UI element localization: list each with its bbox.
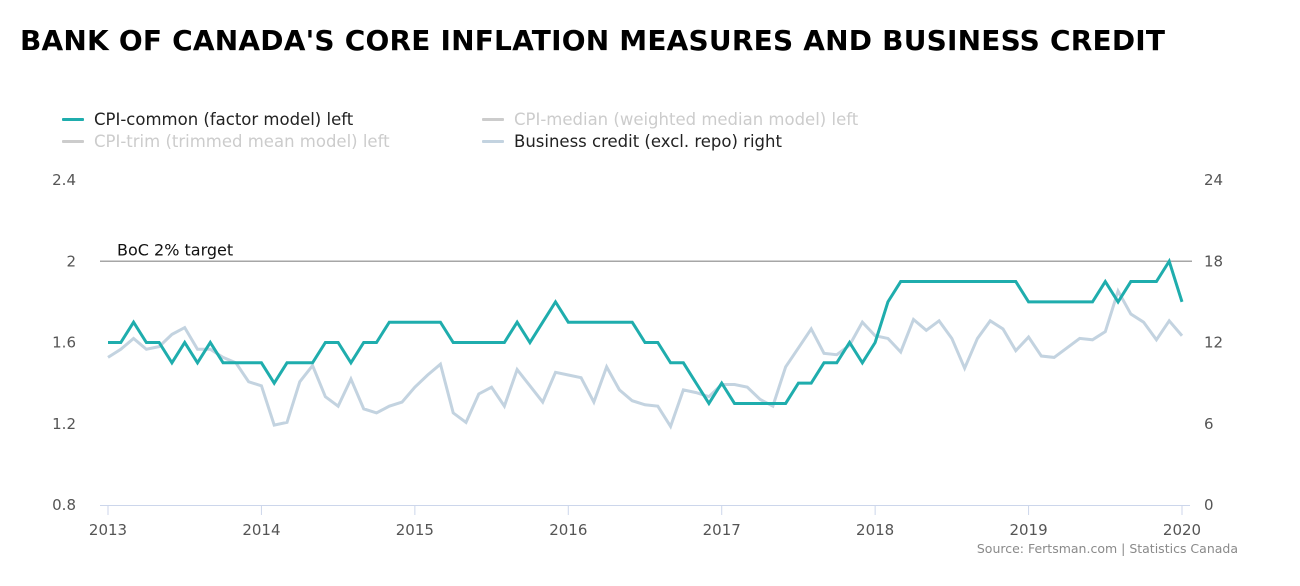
x-tick-label: 2018 [856, 521, 894, 539]
legend-item-cpi-common[interactable]: CPI-common (factor model) left [62, 110, 353, 129]
legend-item-cpi-median[interactable]: CPI-median (weighted median model) left [482, 110, 858, 129]
series-cpi-common[interactable] [108, 257, 1184, 407]
y-right-tick-label: 24 [1204, 171, 1223, 189]
x-tick-label: 2019 [1009, 521, 1047, 539]
series-business-credit[interactable] [107, 287, 1184, 430]
legend-label: CPI-trim (trimmed mean model) left [94, 132, 390, 151]
x-tick-label: 2014 [242, 521, 280, 539]
x-tick-label: 2016 [549, 521, 587, 539]
target-label: BoC 2% target [117, 240, 233, 259]
legend: CPI-common (factor model) left CPI-media… [62, 110, 962, 156]
y-right-tick-label: 0 [1204, 496, 1214, 514]
legend-item-cpi-trim[interactable]: CPI-trim (trimmed mean model) left [62, 132, 390, 151]
y-axis-left: 0.8 1.2 1.6 2 2.4 [52, 171, 76, 514]
x-tick-label: 2020 [1163, 521, 1201, 539]
legend-swatch-icon [62, 118, 84, 121]
y-right-tick-label: 18 [1204, 252, 1223, 270]
y-left-tick-label: 0.8 [52, 496, 76, 514]
legend-item-business-credit[interactable]: Business credit (excl. repo) right [482, 132, 782, 151]
y-axis-right: 0 6 12 18 24 [1204, 171, 1223, 514]
legend-label: Business credit (excl. repo) right [514, 132, 782, 151]
y-left-tick-label: 1.6 [52, 334, 76, 352]
y-left-tick-label: 2.4 [52, 171, 76, 189]
chart-title: BANK OF CANADA'S CORE INFLATION MEASURES… [20, 24, 1166, 57]
x-tick-label: 2017 [703, 521, 741, 539]
legend-label: CPI-common (factor model) left [94, 110, 354, 129]
source-note: Source: Fertsman.com | Statistics Canada [976, 541, 1238, 556]
x-axis: 2013 2014 2015 2016 2017 2018 2019 2020 [89, 505, 1201, 539]
legend-swatch-icon [482, 140, 504, 143]
y-left-tick-label: 2 [66, 252, 76, 270]
series-group [107, 257, 1184, 430]
x-tick-label: 2015 [396, 521, 434, 539]
legend-label: CPI-median (weighted median model) left [514, 110, 859, 129]
y-right-tick-label: 12 [1204, 334, 1223, 352]
legend-swatch-icon [482, 118, 504, 121]
y-right-tick-label: 6 [1204, 415, 1214, 433]
legend-swatch-icon [62, 140, 84, 143]
y-left-tick-label: 1.2 [52, 415, 76, 433]
x-tick-label: 2013 [89, 521, 127, 539]
